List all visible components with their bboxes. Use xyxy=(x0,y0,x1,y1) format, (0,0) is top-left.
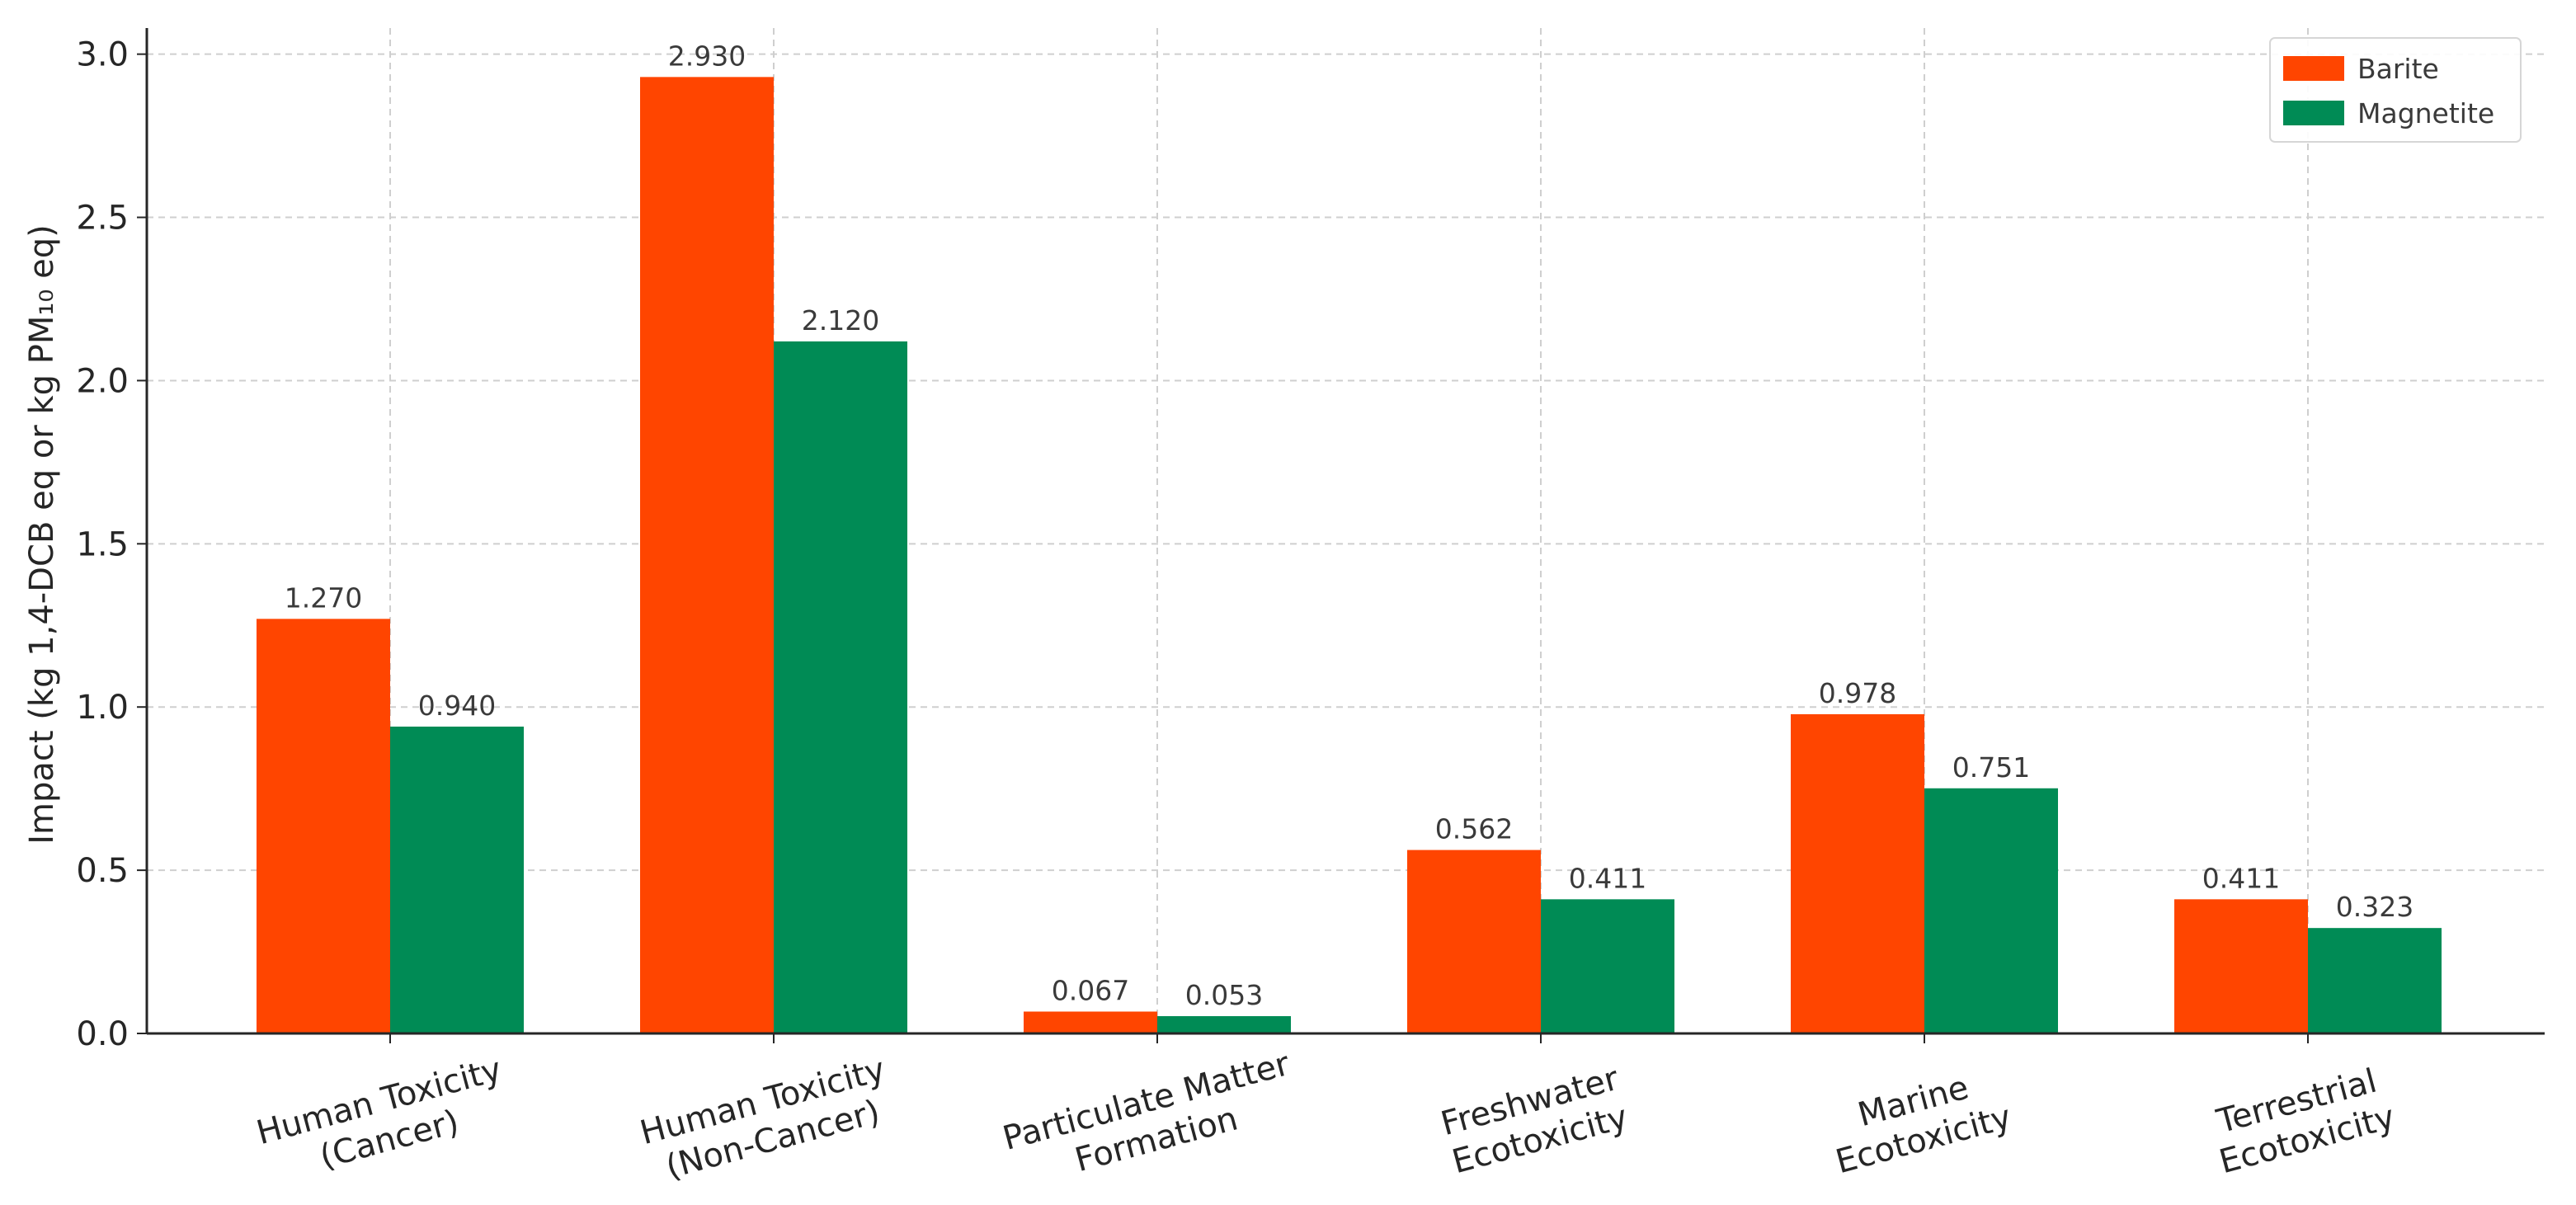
bar-magnetite xyxy=(390,726,524,1033)
data-label: 2.120 xyxy=(802,304,879,337)
data-label: 1.270 xyxy=(285,581,362,614)
category-labels: Human Toxicity(Cancer) Human Toxicity(Non… xyxy=(252,1045,2399,1187)
legend-swatch-barite xyxy=(2283,56,2344,81)
tick-labels: 0.0 0.5 1.0 1.5 2.0 2.5 3.0 xyxy=(76,36,2309,1053)
bar-barite xyxy=(1024,1011,1157,1033)
bar-barite xyxy=(640,77,774,1033)
legend-label-magnetite: Magnetite xyxy=(2357,97,2494,129)
y-tick-label: 1.5 xyxy=(76,525,129,563)
data-label: 0.751 xyxy=(1952,751,2030,784)
data-label: 2.930 xyxy=(668,40,746,72)
bar-magnetite xyxy=(2308,928,2442,1033)
data-label: 0.067 xyxy=(1052,974,1129,1006)
bar-barite xyxy=(1791,713,1924,1033)
bar-magnetite xyxy=(1541,899,1674,1033)
y-tick-label: 2.5 xyxy=(76,200,129,238)
data-label: 0.411 xyxy=(1569,862,1646,894)
data-label: 0.940 xyxy=(418,690,496,722)
bar-barite xyxy=(1407,850,1541,1033)
axes xyxy=(145,28,2545,1035)
y-tick-label: 0.0 xyxy=(76,1015,129,1053)
legend-label-barite: Barite xyxy=(2357,53,2439,85)
bar-magnetite xyxy=(774,341,907,1033)
x-tick-label: Human Toxicity(Non-Cancer) xyxy=(636,1051,889,1187)
y-axis-title: Impact (kg 1,4-DCB eq or kg PM₁₀ eq) xyxy=(23,224,61,845)
y-tick-label: 0.5 xyxy=(76,852,129,890)
data-label: 0.053 xyxy=(1185,979,1263,1011)
data-label: 0.978 xyxy=(1819,677,1896,709)
bar-barite xyxy=(2174,899,2308,1033)
grid-lines xyxy=(147,28,2545,1033)
bar-magnetite xyxy=(1924,788,2058,1033)
y-tick-label: 1.0 xyxy=(76,689,129,727)
data-label: 0.562 xyxy=(1435,813,1513,845)
y-tick-label: 2.0 xyxy=(76,362,129,400)
bars xyxy=(257,77,2442,1033)
bar-barite xyxy=(257,619,390,1033)
bar-magnetite xyxy=(1157,1016,1291,1033)
x-tick-label: Human Toxicity(Cancer) xyxy=(252,1051,506,1177)
value-labels: 1.270 2.930 0.067 0.562 0.978 0.411 0.940 2.120… xyxy=(285,40,2414,1011)
data-label: 0.323 xyxy=(2336,891,2414,923)
data-label: 0.411 xyxy=(2202,862,2280,894)
legend-swatch-magnetite xyxy=(2283,101,2344,125)
legend: Barite Magnetite xyxy=(2269,37,2522,143)
y-tick-label: 3.0 xyxy=(76,36,129,74)
